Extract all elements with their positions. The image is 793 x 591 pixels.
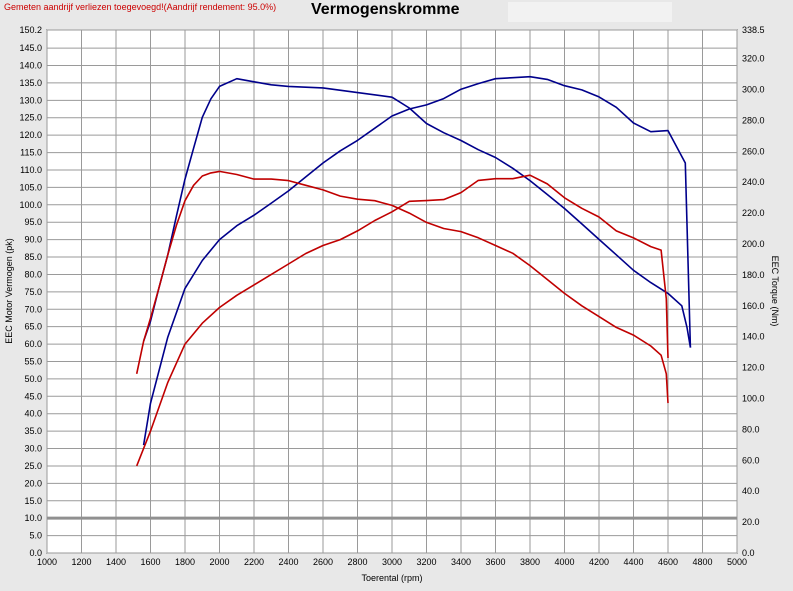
- y-axis-label-left: EEC Motor Vermogen (pk): [4, 238, 14, 344]
- x-tick-label: 2000: [209, 557, 229, 567]
- right-tick-label: 0.0: [742, 548, 755, 558]
- x-tick-label: 2600: [313, 557, 333, 567]
- right-tick-label: 100.0: [742, 393, 765, 403]
- left-tick-label: 30.0: [24, 444, 42, 454]
- left-tick-label: 145.0: [19, 43, 42, 53]
- left-tick-label: 110.0: [20, 165, 42, 175]
- left-tick-label: 50.0: [24, 374, 42, 384]
- left-tick-label: 35.0: [24, 426, 42, 436]
- x-tick-label: 4600: [658, 557, 678, 567]
- chart-title: Vermogenskromme: [311, 1, 460, 18]
- ticks: 1000 1200 1400 1600 1800 2000 2200 2400 2600 2800…: [19, 25, 764, 567]
- left-tick-label: 130.0: [19, 95, 42, 105]
- right-tick-label: 280.0: [742, 115, 765, 125]
- title-box: [508, 2, 672, 22]
- left-tick-label: 115.0: [20, 148, 42, 158]
- x-tick-label: 1600: [140, 557, 160, 567]
- right-tick-label: 120.0: [742, 363, 765, 373]
- series-line-2: [135, 174, 669, 467]
- x-tick-label: 1200: [71, 557, 91, 567]
- series-line-1: [142, 77, 692, 348]
- right-tick-label: 300.0: [742, 84, 765, 94]
- x-tick-label: 2800: [347, 557, 367, 567]
- x-tick-label: 3400: [451, 557, 471, 567]
- left-tick-label: 45.0: [24, 391, 42, 401]
- x-tick-label: 1000: [37, 557, 57, 567]
- x-tick-label: 4000: [554, 557, 574, 567]
- left-tick-label: 65.0: [24, 322, 42, 332]
- left-tick-label: 120.0: [19, 130, 42, 140]
- x-tick-label: 2400: [278, 557, 298, 567]
- left-tick-label: 100.0: [19, 200, 42, 210]
- right-tick-label: 180.0: [742, 270, 765, 280]
- left-tick-label: 90.0: [24, 235, 42, 245]
- y-axis-label-right: EEC Torque (Nm): [770, 256, 780, 327]
- right-tick-label: 160.0: [742, 301, 765, 311]
- x-axis-label: Toerental (rpm): [361, 573, 422, 583]
- left-tick-label: 150.2: [19, 25, 42, 35]
- right-tick-label: 60.0: [742, 455, 760, 465]
- right-tick-label: 40.0: [742, 486, 760, 496]
- right-tick-label: 338.5: [742, 25, 765, 35]
- left-tick-label: 95.0: [24, 217, 42, 227]
- x-tick-label: 4400: [623, 557, 643, 567]
- x-tick-label: 3200: [416, 557, 436, 567]
- x-tick-label: 1400: [106, 557, 126, 567]
- grid: [46, 29, 738, 554]
- series-line-3: [135, 170, 669, 404]
- left-tick-label: 135.0: [19, 78, 42, 88]
- right-tick-label: 260.0: [742, 146, 765, 156]
- left-tick-label: 80.0: [24, 269, 42, 279]
- x-tick-label: 3800: [520, 557, 540, 567]
- left-tick-label: 140.0: [19, 61, 42, 71]
- left-tick-label: 105.0: [19, 182, 42, 192]
- left-tick-label: 40.0: [24, 409, 42, 419]
- left-tick-label: 75.0: [24, 287, 42, 297]
- x-tick-label: 5000: [727, 557, 747, 567]
- left-tick-label: 25.0: [24, 461, 42, 471]
- left-tick-label: 60.0: [24, 339, 42, 349]
- right-tick-label: 80.0: [742, 424, 760, 434]
- drivetrain-loss-note: Gemeten aandrijf verliezen toegevoegd!(A…: [4, 2, 277, 12]
- left-tick-label: 55.0: [24, 356, 42, 366]
- series-line-0: [142, 75, 692, 446]
- left-tick-label: 20.0: [24, 478, 42, 488]
- x-tick-label: 1800: [175, 557, 195, 567]
- right-tick-label: 220.0: [742, 208, 765, 218]
- series-group: [135, 75, 692, 467]
- x-tick-label: 3600: [485, 557, 505, 567]
- x-tick-label: 4200: [589, 557, 609, 567]
- left-tick-label: 10.0: [24, 513, 42, 523]
- right-tick-label: 20.0: [742, 517, 760, 527]
- left-tick-label: 70.0: [24, 304, 42, 314]
- left-tick-label: 15.0: [24, 496, 42, 506]
- left-tick-label: 85.0: [24, 252, 42, 262]
- left-tick-label: 0.0: [29, 548, 42, 558]
- right-tick-label: 320.0: [742, 54, 765, 64]
- x-tick-label: 4800: [692, 557, 712, 567]
- right-tick-label: 140.0: [742, 332, 765, 342]
- x-tick-label: 2200: [244, 557, 264, 567]
- right-tick-label: 240.0: [742, 177, 765, 187]
- x-tick-label: 3000: [382, 557, 402, 567]
- left-tick-label: 125.0: [19, 113, 42, 123]
- left-tick-label: 5.0: [29, 531, 42, 541]
- right-tick-label: 200.0: [742, 239, 765, 249]
